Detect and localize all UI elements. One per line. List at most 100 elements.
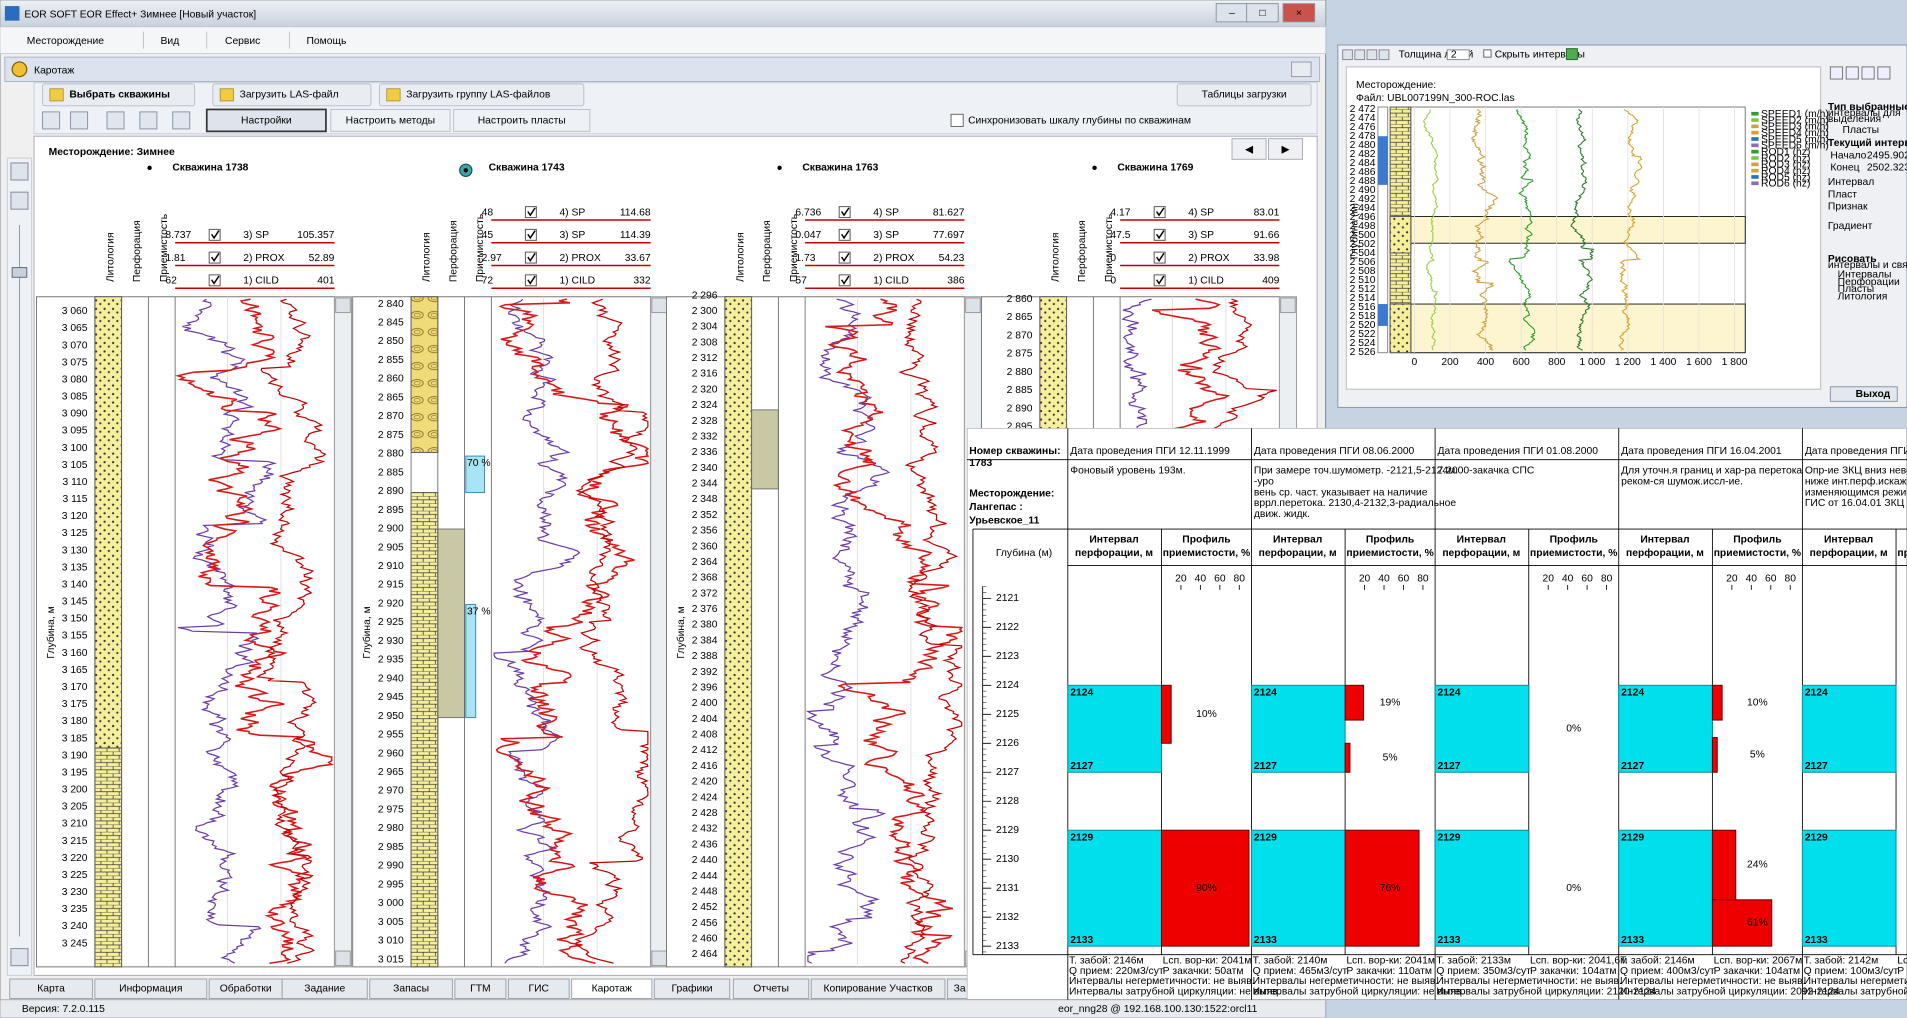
window-button[interactable]: [1282, 3, 1316, 23]
tool-icon[interactable]: [42, 111, 61, 130]
side-tool[interactable]: [10, 191, 29, 210]
line-width-box[interactable]: [1446, 49, 1470, 61]
plot-tool[interactable]: [1378, 49, 1390, 61]
tab[interactable]: [732, 978, 810, 999]
tab-label[interactable]: Копирование Участков: [823, 983, 933, 994]
curve-checkbox[interactable]: [208, 274, 221, 287]
scroll-arrow[interactable]: [335, 950, 351, 967]
curve-checkbox[interactable]: [1153, 228, 1166, 241]
survey-date: Дата проведения ПГИ 08.06.2000: [1254, 446, 1415, 457]
curve-checkbox[interactable]: [838, 206, 851, 219]
toolbar-button-label[interactable]: Загрузить группу LAS-файлов: [406, 89, 551, 101]
curve-checkbox[interactable]: [524, 274, 537, 287]
nav-arrow[interactable]: ▶: [1282, 144, 1290, 155]
plot-tool[interactable]: [1829, 66, 1844, 80]
tab-label[interactable]: За: [954, 983, 966, 994]
plot-tool[interactable]: [1342, 49, 1353, 61]
tab-label[interactable]: Карта: [37, 983, 65, 994]
scrollbar[interactable]: [333, 296, 352, 968]
scroll-arrow[interactable]: [965, 297, 981, 314]
curve-checkbox[interactable]: [524, 251, 537, 264]
toolbar-button[interactable]: [378, 83, 585, 107]
checkbox[interactable]: [950, 113, 964, 127]
tab[interactable]: [9, 978, 93, 999]
curve-checkbox[interactable]: [838, 228, 851, 241]
settings-button[interactable]: [205, 108, 327, 133]
toolbar-button[interactable]: [42, 83, 196, 107]
perforation-interval: [1801, 684, 1897, 773]
curve-checkbox[interactable]: [208, 228, 221, 241]
tool-icon[interactable]: [139, 111, 158, 130]
menu-item[interactable]: Сервис: [225, 36, 260, 47]
add-button[interactable]: [1565, 48, 1578, 61]
toolbar-label[interactable]: Скрыть интервалы: [1495, 49, 1585, 60]
curve-checkbox[interactable]: [1153, 206, 1166, 219]
curve-checkbox[interactable]: [524, 228, 537, 241]
tab-label[interactable]: Отчеты: [753, 983, 789, 994]
tab-label[interactable]: ГИС: [529, 983, 550, 994]
tab-label[interactable]: Запасы: [393, 983, 429, 994]
settings-button-label[interactable]: Настроить пласты: [478, 116, 566, 127]
side-tool[interactable]: [10, 162, 29, 181]
scroll-arrow[interactable]: [651, 297, 667, 314]
nav-arrow[interactable]: ◀: [1245, 144, 1253, 155]
tab[interactable]: [810, 978, 946, 999]
exit-button[interactable]: [1829, 386, 1898, 402]
checkbox[interactable]: [1483, 49, 1492, 58]
window-button[interactable]: [1246, 3, 1279, 23]
nav-button[interactable]: [1267, 138, 1304, 160]
settings-button[interactable]: [330, 108, 451, 132]
tool-icon[interactable]: [106, 111, 125, 130]
tab[interactable]: [94, 978, 208, 999]
settings-button-label[interactable]: Настройки: [241, 116, 292, 127]
tab[interactable]: [454, 978, 507, 999]
side-tool[interactable]: [10, 948, 29, 967]
tool-icon[interactable]: [70, 111, 89, 130]
tab[interactable]: [507, 978, 570, 999]
menu-item[interactable]: Помощь: [306, 36, 346, 47]
curve-checkbox[interactable]: [1153, 274, 1166, 287]
scroll-arrow[interactable]: [335, 297, 351, 314]
scroll-arrow[interactable]: [651, 950, 667, 967]
tool-icon[interactable]: [172, 111, 191, 130]
menu-item[interactable]: Вид: [161, 36, 180, 47]
curve-checkbox[interactable]: [838, 251, 851, 264]
curve-checkbox[interactable]: [838, 274, 851, 287]
nav-button[interactable]: [1231, 138, 1267, 160]
tab-label[interactable]: Графики: [671, 982, 712, 994]
curve-checkbox[interactable]: [1153, 251, 1166, 264]
close-button[interactable]: [1291, 61, 1312, 78]
toolbar-button[interactable]: [212, 83, 372, 107]
tab-label[interactable]: Информация: [119, 982, 182, 994]
tab-label[interactable]: ГТМ: [470, 983, 491, 994]
toolbar-button-label[interactable]: Таблицы загрузки: [1202, 89, 1287, 101]
plot-tool[interactable]: [1861, 66, 1875, 80]
scroll-arrow[interactable]: [1280, 297, 1296, 314]
tab[interactable]: [281, 978, 368, 999]
depth-label: 2 975: [378, 804, 404, 815]
plot-tool[interactable]: [1366, 49, 1378, 61]
legend-label: ROD5 (hz): [1761, 172, 1810, 183]
tab-label[interactable]: Обработки: [220, 982, 272, 994]
settings-button[interactable]: [453, 108, 591, 132]
tab[interactable]: [571, 978, 653, 999]
menu-item[interactable]: Месторождение: [27, 36, 105, 47]
curve-checkbox[interactable]: [524, 206, 537, 219]
toolbar-button-label[interactable]: Загрузить LAS-файл: [240, 89, 339, 101]
zoom-thumb[interactable]: [11, 267, 28, 278]
plot-tool[interactable]: [1354, 49, 1366, 61]
toolbar-button-label[interactable]: Выбрать скважины: [69, 89, 170, 101]
scrollbar[interactable]: [650, 296, 669, 968]
plot-tool[interactable]: [1845, 66, 1859, 80]
tab-label[interactable]: Каротаж: [592, 983, 632, 994]
curve-checkbox[interactable]: [208, 251, 221, 264]
line-width-value[interactable]: 2: [1451, 49, 1457, 60]
tab[interactable]: [369, 978, 453, 999]
tab[interactable]: [653, 978, 731, 999]
plot-tool[interactable]: [1877, 66, 1891, 80]
tab-label[interactable]: Задание: [304, 983, 345, 994]
exit-label[interactable]: Выход: [1856, 389, 1891, 400]
sync-label[interactable]: Синхронизовать шкалу глубины по скважина…: [968, 115, 1191, 127]
settings-button-label[interactable]: Настроить методы: [346, 116, 435, 127]
toolbar-button[interactable]: [1176, 83, 1312, 107]
